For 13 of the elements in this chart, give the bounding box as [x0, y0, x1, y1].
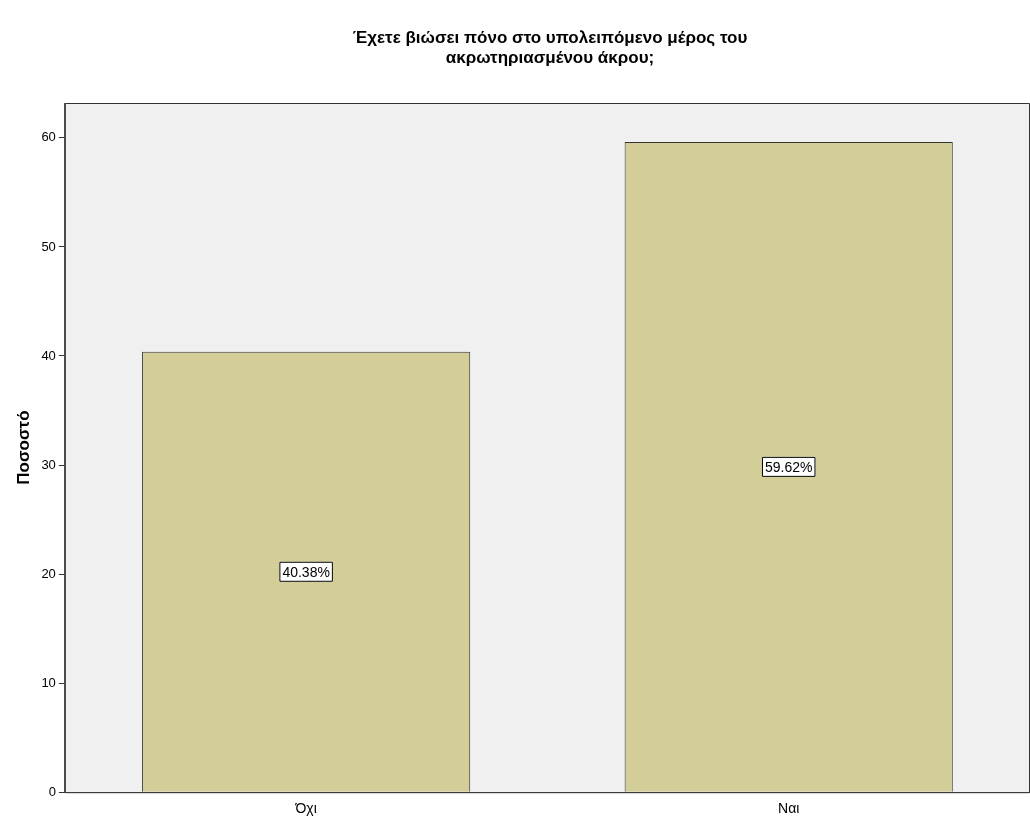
x-tick-label: Όχι: [294, 800, 317, 817]
x-tick-label: Ναι: [778, 800, 800, 817]
y-axis-title: Ποσοστό: [13, 410, 33, 485]
chart-title: Έχετε βιώσει πόνο στο υπολειπόμενο μέρος του ακρωτηριασμένου άκρου;: [351, 28, 749, 68]
y-tick-label: 0: [48, 783, 56, 799]
y-tick-label: 50: [41, 238, 56, 254]
y-tick-label: 10: [41, 674, 56, 690]
y-tick-label: 40: [41, 347, 56, 363]
data-label: 40.38%: [282, 563, 330, 580]
data-label: 59.62%: [764, 458, 813, 475]
y-tick-label: 60: [41, 129, 56, 145]
y-tick-label: 20: [41, 565, 56, 581]
y-tick-label: 30: [41, 456, 56, 472]
